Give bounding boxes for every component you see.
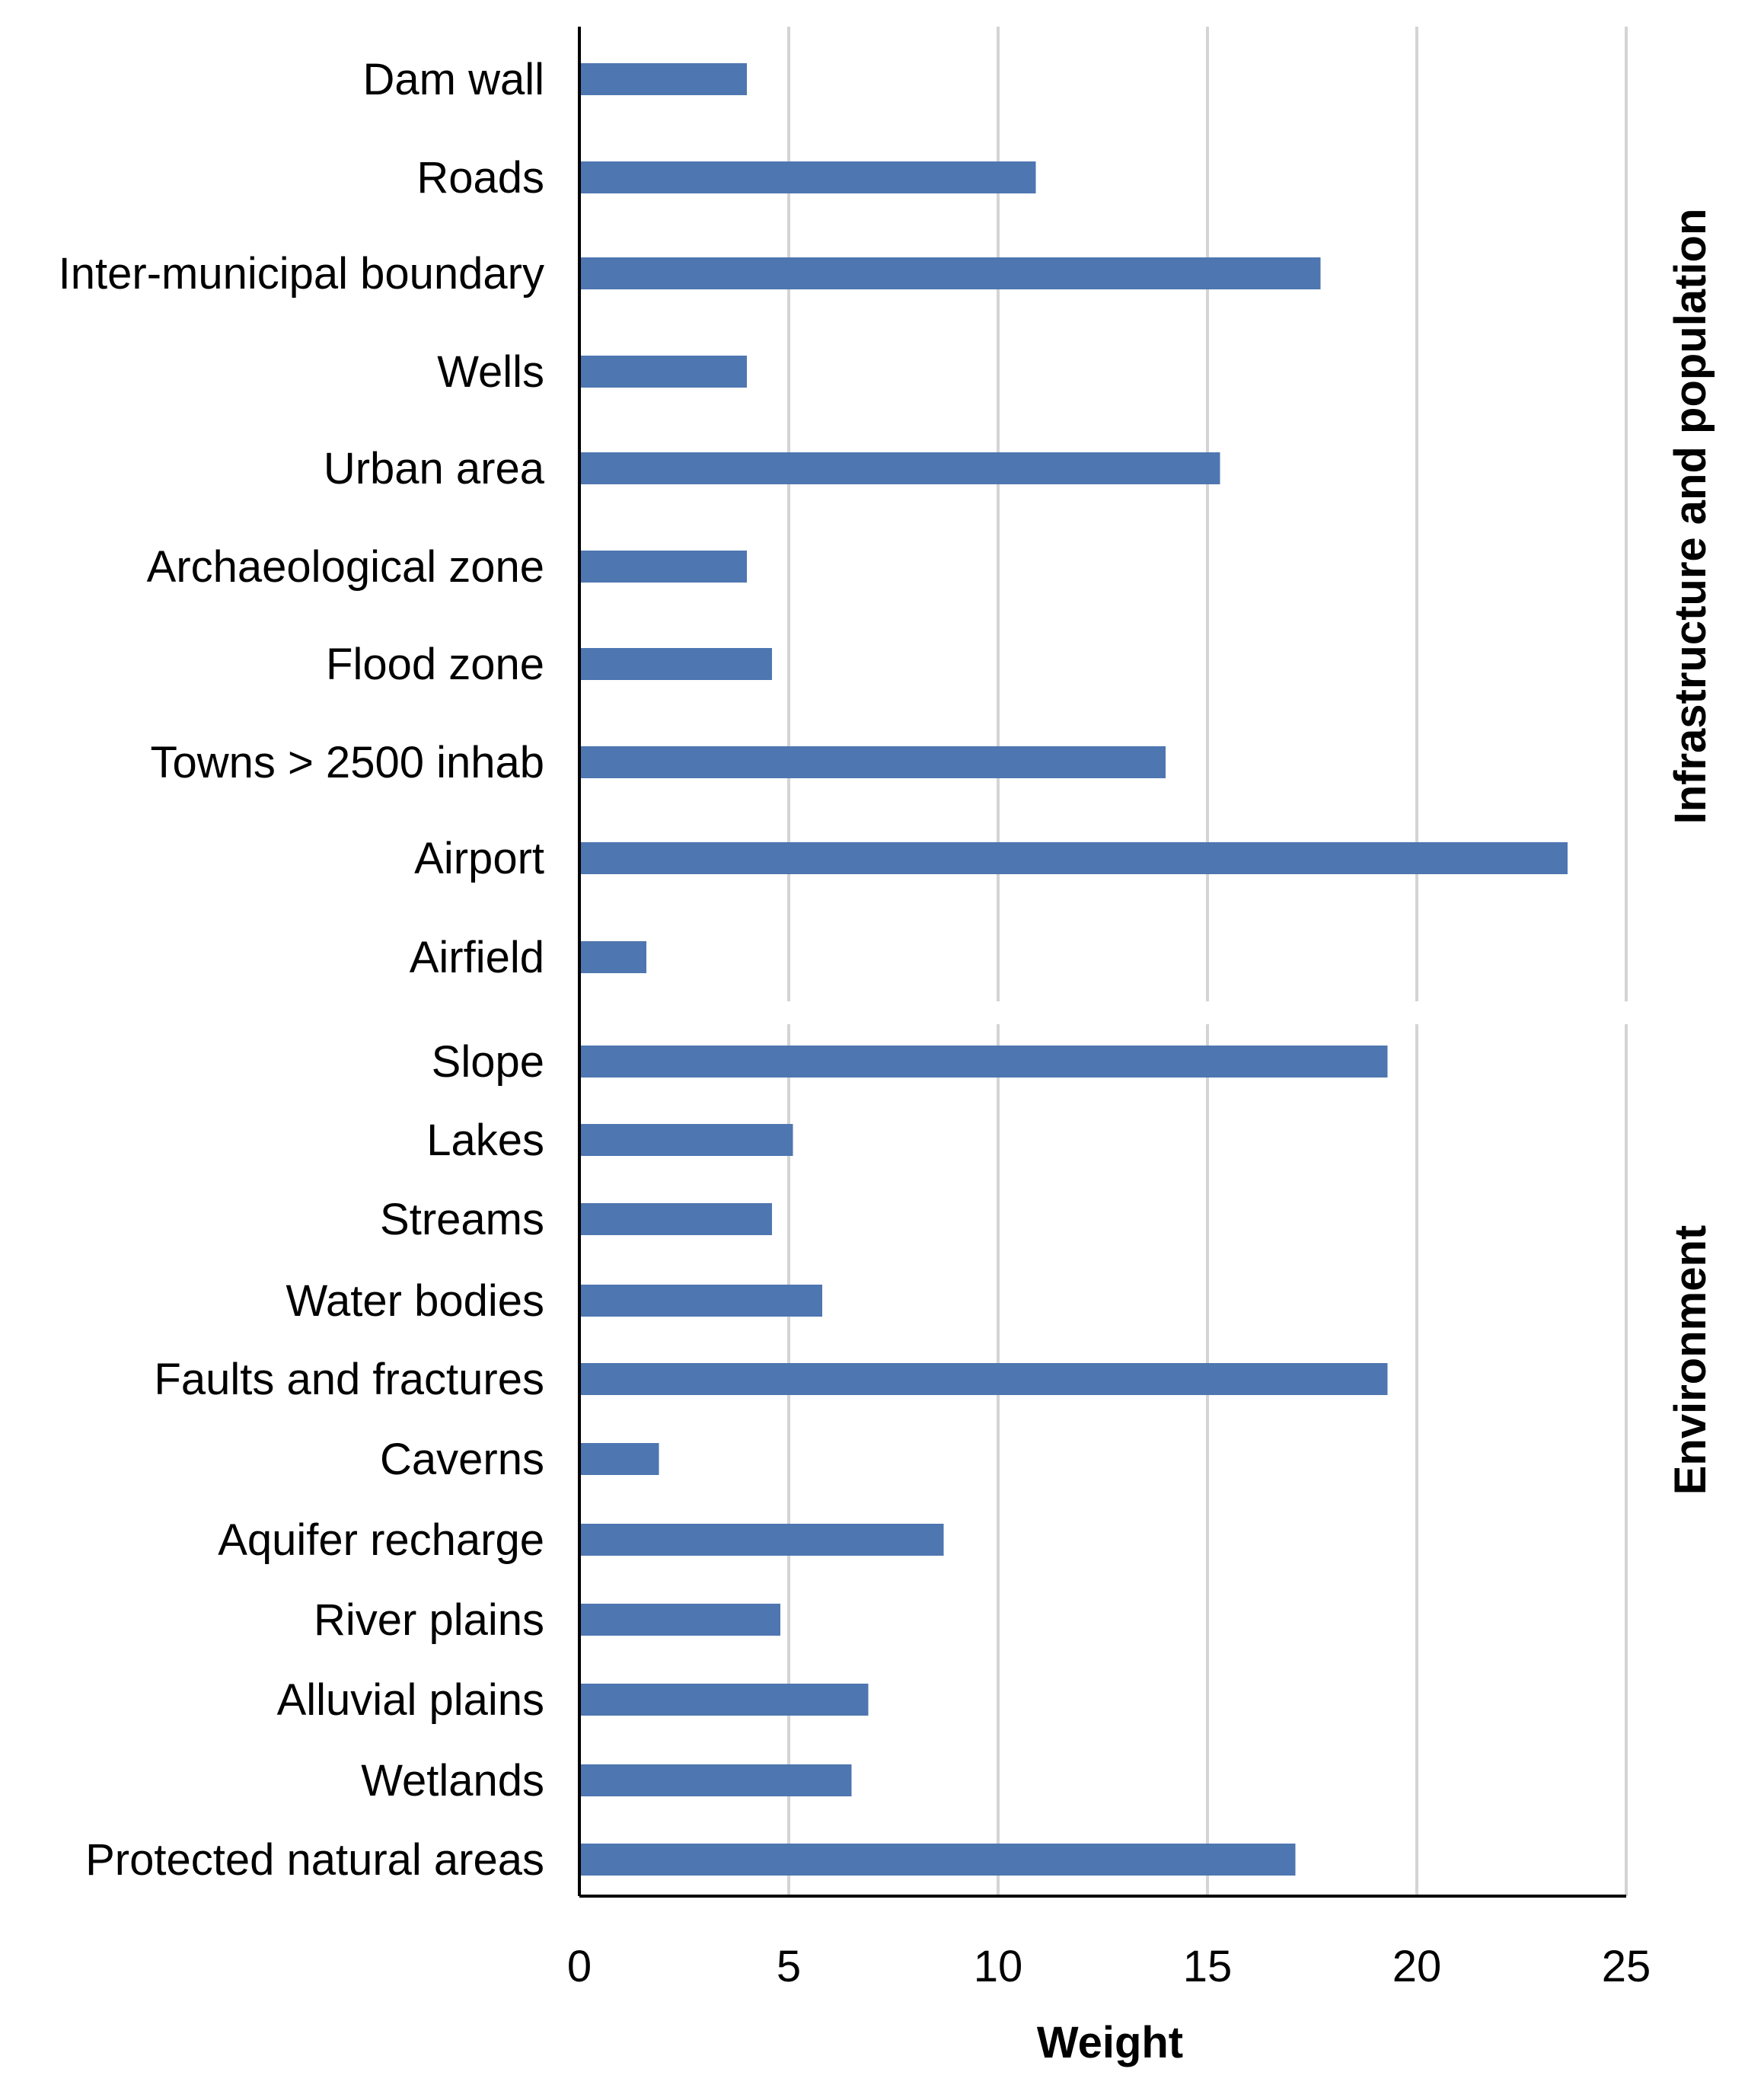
- x-tick-label: 15: [1183, 1942, 1233, 1991]
- category-label-alluvial-plains: Alluvial plains: [277, 1675, 544, 1725]
- gridlines: [787, 27, 1628, 1896]
- group-label-infrastructure: Infrastructure and population: [1666, 209, 1715, 825]
- bar-alluvial-plains: [581, 1684, 869, 1716]
- category-label-airfield: Airfield: [410, 933, 544, 982]
- group-labels: Infrastructure and population Environment: [1666, 209, 1715, 1496]
- bar-flood-zone: [581, 648, 772, 680]
- category-label-wells: Wells: [437, 347, 544, 397]
- bar-lakes: [581, 1124, 793, 1156]
- bar-roads: [581, 161, 1036, 193]
- category-label-archaeological-zone: Archaeological zone: [147, 542, 544, 592]
- category-labels: Dam wall Roads Inter-municipal boundary Wel…: [59, 55, 545, 1885]
- x-tick-label: 10: [974, 1942, 1023, 1991]
- x-tick-label: 20: [1392, 1942, 1442, 1991]
- x-tick-label: 25: [1602, 1942, 1651, 1991]
- x-tick-labels: 0 5 10 15 20 25: [567, 1942, 1651, 1991]
- category-label-inter-municipal-boundary: Inter-municipal boundary: [59, 249, 544, 299]
- category-label-river-plains: River plains: [314, 1595, 544, 1645]
- bar-dam-wall: [581, 63, 747, 95]
- category-label-protected-natural-areas: Protected natural areas: [85, 1835, 544, 1885]
- category-label-roads: Roads: [416, 153, 544, 203]
- axes: [578, 27, 1626, 1898]
- bar-river-plains: [581, 1604, 780, 1636]
- bar-slope: [581, 1046, 1388, 1078]
- category-label-lakes: Lakes: [426, 1116, 544, 1165]
- bar-water-bodies: [581, 1285, 822, 1317]
- bar-streams: [581, 1203, 772, 1235]
- bar-wetlands: [581, 1764, 852, 1796]
- bar-airfield: [581, 941, 646, 973]
- bar-airport: [581, 842, 1568, 874]
- bar-archaeological-zone: [581, 551, 747, 583]
- bar-faults-and-fractures: [581, 1363, 1388, 1395]
- x-tick-label: 5: [777, 1942, 801, 1991]
- category-label-aquifer-recharge: Aquifer recharge: [218, 1515, 544, 1565]
- bar-inter-municipal-boundary: [581, 257, 1321, 289]
- category-label-wetlands: Wetlands: [361, 1756, 544, 1805]
- bar-urban-area: [581, 452, 1220, 484]
- bar-towns-2500-inhab: [581, 746, 1166, 778]
- bars: [581, 63, 1568, 1876]
- category-label-faults-and-fractures: Faults and fractures: [154, 1355, 544, 1404]
- bar-protected-natural-areas: [581, 1844, 1296, 1876]
- category-label-urban-area: Urban area: [324, 444, 545, 493]
- x-axis-title: Weight: [1037, 2018, 1183, 2067]
- group-label-environment: Environment: [1666, 1225, 1715, 1496]
- bar-wells: [581, 356, 747, 388]
- category-label-water-bodies: Water bodies: [285, 1276, 544, 1326]
- x-tick-label: 0: [567, 1942, 592, 1991]
- bar-caverns: [581, 1443, 659, 1475]
- category-label-streams: Streams: [380, 1195, 544, 1244]
- category-label-slope: Slope: [432, 1037, 544, 1087]
- category-label-airport: Airport: [414, 834, 544, 883]
- category-label-towns-2500-inhab: Towns > 2500 inhab: [150, 738, 544, 787]
- category-label-dam-wall: Dam wall: [363, 55, 545, 104]
- category-label-flood-zone: Flood zone: [326, 640, 544, 689]
- bar-aquifer-recharge: [581, 1524, 944, 1556]
- category-label-caverns: Caverns: [380, 1435, 544, 1484]
